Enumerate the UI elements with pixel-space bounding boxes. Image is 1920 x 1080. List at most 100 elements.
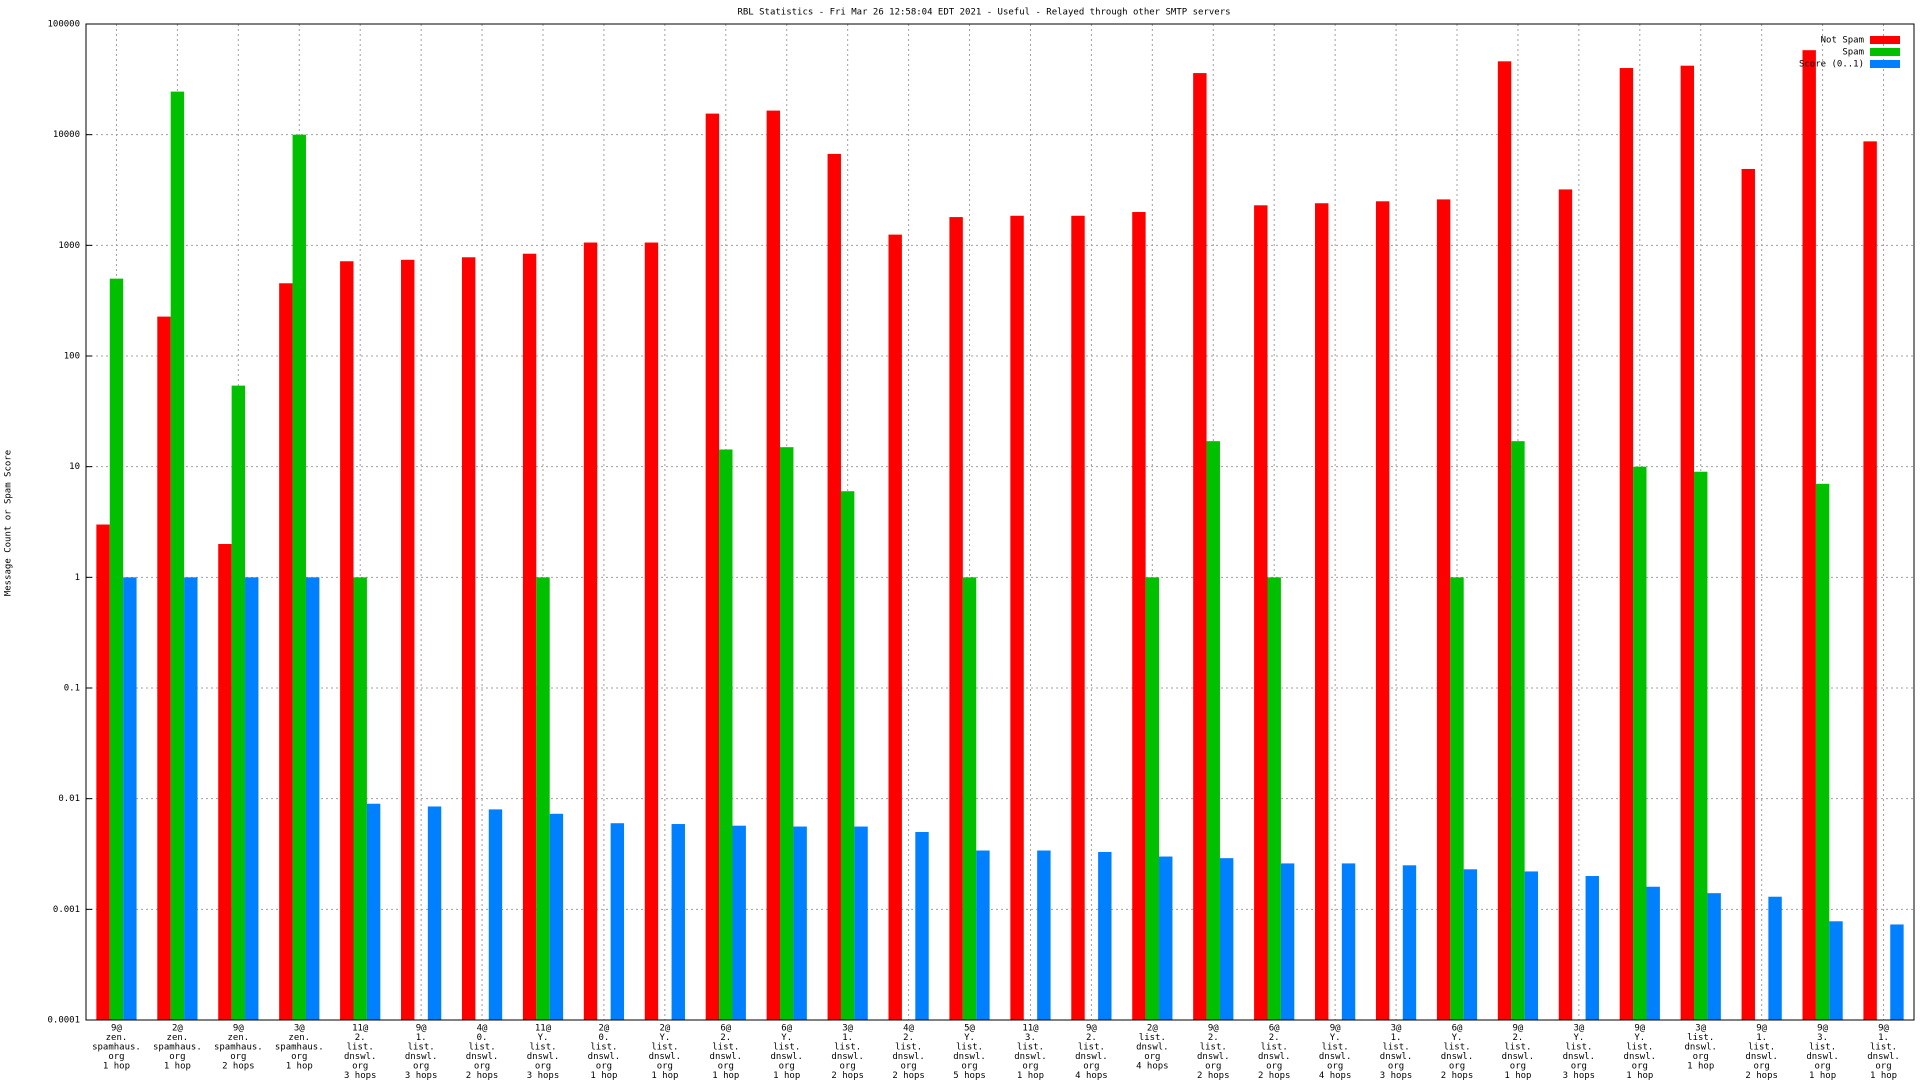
x-tick-label: spamhaus. — [275, 1043, 324, 1053]
x-tick-label: Y. — [1573, 1033, 1584, 1043]
x-tick-label: org — [840, 1062, 856, 1072]
x-tick-label: Y. — [1452, 1033, 1463, 1043]
x-tick-label: 3 hops — [344, 1071, 377, 1080]
bar — [1071, 215, 1085, 1020]
bar — [888, 234, 902, 1020]
x-tick-label: spamhaus. — [214, 1043, 263, 1053]
bar — [1219, 858, 1234, 1020]
x-tick-label: 1 hop — [164, 1062, 191, 1072]
x-tick-label: list. — [1443, 1043, 1470, 1053]
y-tick-label: 1000 — [58, 241, 80, 251]
x-tick-label: 11@ — [352, 1024, 369, 1034]
bar — [157, 316, 171, 1020]
x-tick-label: 3 hops — [1380, 1071, 1413, 1080]
x-tick-label: org — [1083, 1062, 1099, 1072]
x-tick-label: 9@ — [1817, 1024, 1828, 1034]
bar — [840, 491, 855, 1021]
bar — [1802, 50, 1816, 1020]
bar — [1815, 483, 1830, 1020]
y-tick-label: 0.01 — [58, 794, 80, 804]
bar — [1511, 441, 1525, 1020]
x-tick-label: 1 hop — [712, 1071, 739, 1080]
bar — [962, 577, 977, 1020]
x-tick-label: org — [108, 1052, 124, 1062]
x-tick-label: 2. — [1086, 1033, 1097, 1043]
legend-label: Score (0..1) — [1799, 60, 1864, 70]
x-tick-label: dnswl. — [344, 1052, 377, 1062]
x-tick-label: 1 hop — [1017, 1071, 1044, 1080]
x-tick-label: zen. — [106, 1033, 128, 1043]
x-tick-label: dnswl. — [1684, 1043, 1717, 1053]
bar — [184, 577, 198, 1020]
bar — [1267, 577, 1281, 1020]
x-tick-label: 6@ — [1269, 1024, 1280, 1034]
x-tick-label: spamhaus. — [153, 1043, 202, 1053]
bar — [732, 825, 746, 1020]
x-tick-label: org — [779, 1062, 795, 1072]
x-tick-label: dnswl. — [831, 1052, 864, 1062]
x-tick-label: dnswl. — [710, 1052, 743, 1062]
x-tick-label: 2. — [1269, 1033, 1280, 1043]
x-tick-label: Y. — [659, 1033, 670, 1043]
x-tick-label: 2@ — [1147, 1024, 1158, 1034]
x-tick-label: 3@ — [842, 1024, 853, 1034]
x-tick-label: org — [535, 1062, 551, 1072]
bar — [1132, 212, 1146, 1020]
x-tick-label: org — [230, 1052, 246, 1062]
x-tick-label: dnswl. — [1563, 1052, 1596, 1062]
x-tick-label: list. — [1139, 1033, 1166, 1043]
x-tick-label: org — [1693, 1052, 1709, 1062]
x-tick-label: 9@ — [1513, 1024, 1524, 1034]
x-tick-label: 3 hops — [1563, 1071, 1596, 1080]
x-tick-label: org — [961, 1062, 977, 1072]
bar — [705, 113, 720, 1021]
bar — [1315, 203, 1329, 1021]
x-tick-label: 2 hops — [466, 1071, 499, 1080]
x-tick-label: list. — [469, 1043, 496, 1053]
x-tick-label: org — [1022, 1062, 1038, 1072]
x-tick-label: 11@ — [535, 1024, 552, 1034]
x-tick-label: 1 hop — [1626, 1071, 1653, 1080]
x-tick-label: org — [474, 1062, 490, 1072]
bar — [766, 110, 781, 1020]
x-tick-label: org — [1510, 1062, 1526, 1072]
bar — [1206, 441, 1220, 1020]
x-tick-label: 1 hop — [1870, 1071, 1897, 1080]
x-tick-label: 1. — [1756, 1033, 1767, 1043]
x-tick-label: dnswl. — [1624, 1052, 1657, 1062]
x-tick-label: Y. — [1634, 1033, 1645, 1043]
x-tick-label: 1 hop — [1504, 1071, 1531, 1080]
bar — [583, 242, 598, 1020]
x-tick-label: 9@ — [1208, 1024, 1219, 1034]
x-tick-label: 4@ — [477, 1024, 488, 1034]
x-tick-label: dnswl. — [1441, 1052, 1474, 1062]
x-tick-label: 1. — [1878, 1033, 1889, 1043]
x-tick-label: 1. — [1391, 1033, 1402, 1043]
x-tick-label: org — [1754, 1062, 1770, 1072]
x-tick-label: dnswl. — [527, 1052, 560, 1062]
y-axis-label: Message Count or Spam Score — [4, 450, 14, 596]
x-tick-label: 3. — [1025, 1033, 1036, 1043]
x-tick-label: 4 hops — [1136, 1062, 1169, 1072]
bar — [292, 134, 306, 1020]
x-tick-label: 2 hops — [1258, 1071, 1291, 1080]
x-tick-label: 3@ — [294, 1024, 305, 1034]
x-tick-label: 1 hop — [1809, 1071, 1836, 1080]
bar — [1524, 871, 1539, 1020]
y-tick-label: 0.0001 — [47, 1016, 80, 1026]
bar — [1402, 865, 1417, 1020]
bar — [109, 278, 124, 1020]
x-tick-label: org — [413, 1062, 429, 1072]
x-tick-label: org — [1632, 1062, 1648, 1072]
x-tick-label: 4 hops — [1075, 1071, 1108, 1080]
x-tick-label: list. — [1078, 1043, 1105, 1053]
x-tick-label: org — [1327, 1062, 1343, 1072]
x-tick-label: org — [718, 1062, 734, 1072]
y-tick-label: 0.1 — [64, 684, 80, 694]
x-tick-label: 3. — [1817, 1033, 1828, 1043]
x-tick-label: Y. — [1330, 1033, 1341, 1043]
bar — [353, 577, 367, 1020]
bar — [461, 257, 476, 1020]
x-tick-label: 2@ — [599, 1024, 610, 1034]
bar — [279, 283, 293, 1020]
